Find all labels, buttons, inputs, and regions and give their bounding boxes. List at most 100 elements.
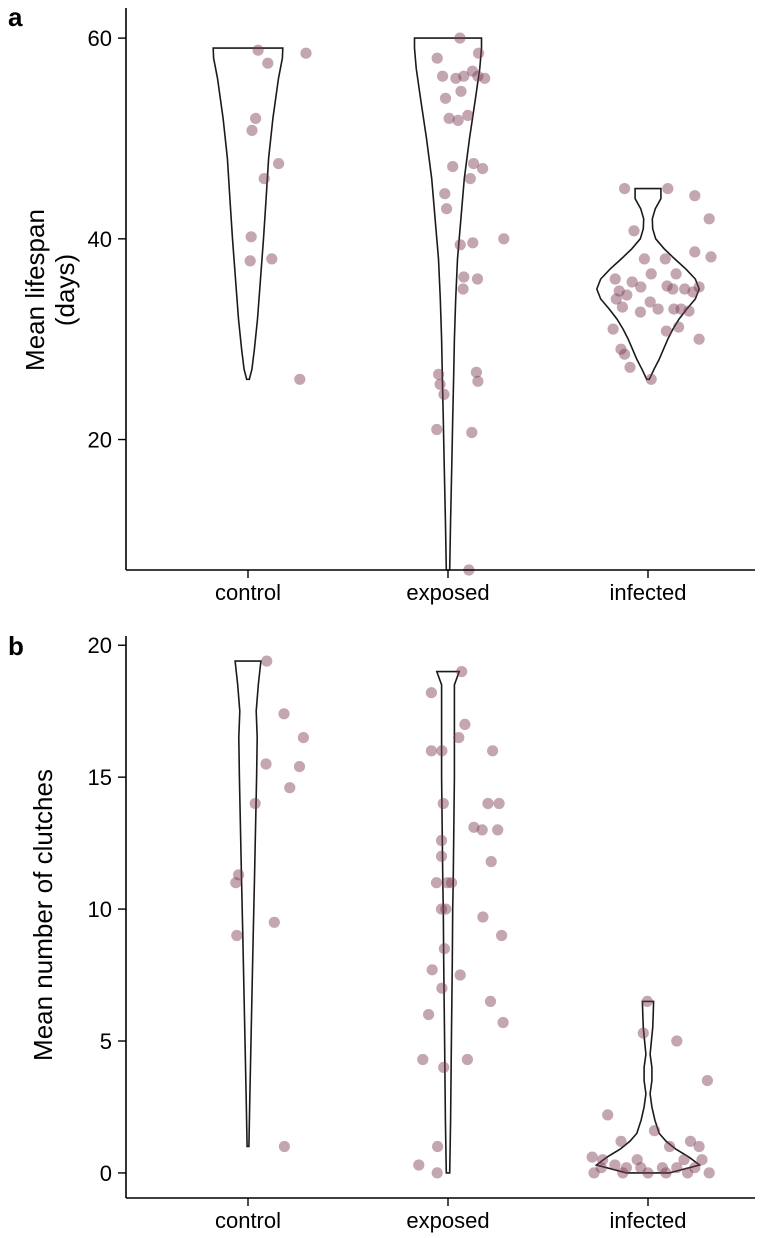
data-point-exposed xyxy=(467,237,479,249)
data-point-control xyxy=(278,708,290,720)
data-point-exposed xyxy=(485,856,497,868)
data-point-exposed xyxy=(450,72,462,84)
data-point-exposed xyxy=(454,32,466,44)
points-a xyxy=(244,32,717,576)
violin-infected xyxy=(594,1000,702,1174)
data-point-infected xyxy=(693,333,705,345)
y-tick-label: 60 xyxy=(88,26,112,51)
x-tick-label-infected: infected xyxy=(609,580,686,605)
data-point-exposed xyxy=(477,163,489,175)
data-point-exposed xyxy=(437,70,449,82)
data-point-infected xyxy=(638,253,651,265)
y-axis-title-b: Mean number of clutches xyxy=(28,769,58,1061)
data-point-infected xyxy=(617,1167,629,1179)
data-point-infected xyxy=(615,1135,627,1147)
violin-control xyxy=(234,660,262,1148)
data-point-control xyxy=(261,655,273,667)
data-point-exposed xyxy=(484,995,497,1008)
data-point-exposed xyxy=(423,1009,435,1021)
data-point-exposed xyxy=(430,877,443,889)
data-point-infected xyxy=(635,281,647,293)
data-point-infected xyxy=(619,348,631,360)
data-point-exposed xyxy=(458,271,470,283)
data-point-infected xyxy=(689,246,701,258)
data-point-infected xyxy=(616,301,629,313)
data-point-exposed xyxy=(472,70,484,82)
data-point-control xyxy=(250,112,262,124)
data-point-exposed xyxy=(441,877,453,889)
data-point-infected xyxy=(645,268,657,280)
data-point-infected xyxy=(626,276,638,288)
y-axis-title-line-1: Mean number of clutches xyxy=(28,769,58,1061)
data-point-exposed xyxy=(438,1061,450,1073)
data-point-exposed xyxy=(433,368,445,380)
data-point-infected xyxy=(687,286,699,298)
data-point-exposed xyxy=(471,273,484,285)
y-tick-label: 10 xyxy=(88,897,112,922)
data-point-infected xyxy=(602,1109,614,1121)
data-point-exposed xyxy=(493,797,505,810)
data-point-exposed xyxy=(436,982,448,994)
data-point-exposed xyxy=(436,745,448,757)
y-axis-title-a: Mean lifespan (days) xyxy=(20,209,80,371)
violins-a xyxy=(212,37,701,571)
x-tick-label-control: control xyxy=(215,1208,281,1233)
data-point-infected xyxy=(619,183,631,195)
violin-control xyxy=(212,47,284,381)
data-point-exposed xyxy=(446,877,458,889)
data-point-control xyxy=(252,44,264,56)
data-point-infected xyxy=(613,285,625,297)
y-ticks-b: 0 5 10 15 20 xyxy=(88,633,126,1186)
data-point-exposed xyxy=(466,65,479,77)
data-point-exposed xyxy=(468,821,480,833)
data-point-control xyxy=(278,1140,290,1153)
data-point-exposed xyxy=(455,85,467,97)
data-point-infected xyxy=(689,190,701,202)
data-point-infected xyxy=(659,253,671,265)
data-point-infected xyxy=(652,303,664,315)
y-tick-label: 0 xyxy=(100,1161,112,1186)
data-point-exposed xyxy=(453,732,465,744)
data-point-infected xyxy=(588,1167,600,1179)
data-point-control xyxy=(284,782,296,794)
data-point-exposed xyxy=(426,964,438,976)
data-point-control xyxy=(249,797,261,810)
data-point-infected xyxy=(701,1075,714,1087)
y-axis-title-line-1: Mean lifespan xyxy=(20,209,50,371)
data-point-infected xyxy=(662,183,674,195)
data-point-control xyxy=(300,47,312,59)
data-point-infected xyxy=(621,289,633,301)
violin-exposed xyxy=(435,670,461,1174)
violin-exposed xyxy=(413,37,483,571)
data-point-infected xyxy=(645,373,657,385)
data-point-control xyxy=(258,173,270,185)
data-point-exposed xyxy=(435,903,448,915)
data-point-exposed xyxy=(482,797,494,810)
data-point-infected xyxy=(595,1162,607,1174)
data-point-infected xyxy=(668,303,680,315)
data-point-control xyxy=(297,732,309,744)
data-point-exposed xyxy=(459,718,471,731)
panel-letter-b: b xyxy=(8,631,24,661)
data-point-exposed xyxy=(497,1016,509,1029)
data-point-infected xyxy=(684,1135,697,1147)
data-point-infected xyxy=(634,306,647,318)
data-point-exposed xyxy=(431,1167,443,1179)
y-ticks-a: 20 40 60 xyxy=(88,26,126,453)
y-tick-label: 40 xyxy=(88,227,112,252)
data-point-exposed xyxy=(487,745,499,757)
data-point-infected xyxy=(642,1167,654,1179)
data-point-infected xyxy=(661,280,673,292)
data-point-infected xyxy=(609,1159,621,1171)
data-point-infected xyxy=(620,1162,633,1174)
data-point-exposed xyxy=(464,173,476,185)
points-b xyxy=(230,655,715,1179)
data-point-exposed xyxy=(470,366,482,378)
data-point-infected xyxy=(670,268,682,280)
data-point-exposed xyxy=(417,1053,429,1066)
data-point-control xyxy=(230,877,242,889)
data-point-exposed xyxy=(476,824,488,836)
data-point-exposed xyxy=(435,834,448,847)
data-point-exposed xyxy=(477,911,489,923)
